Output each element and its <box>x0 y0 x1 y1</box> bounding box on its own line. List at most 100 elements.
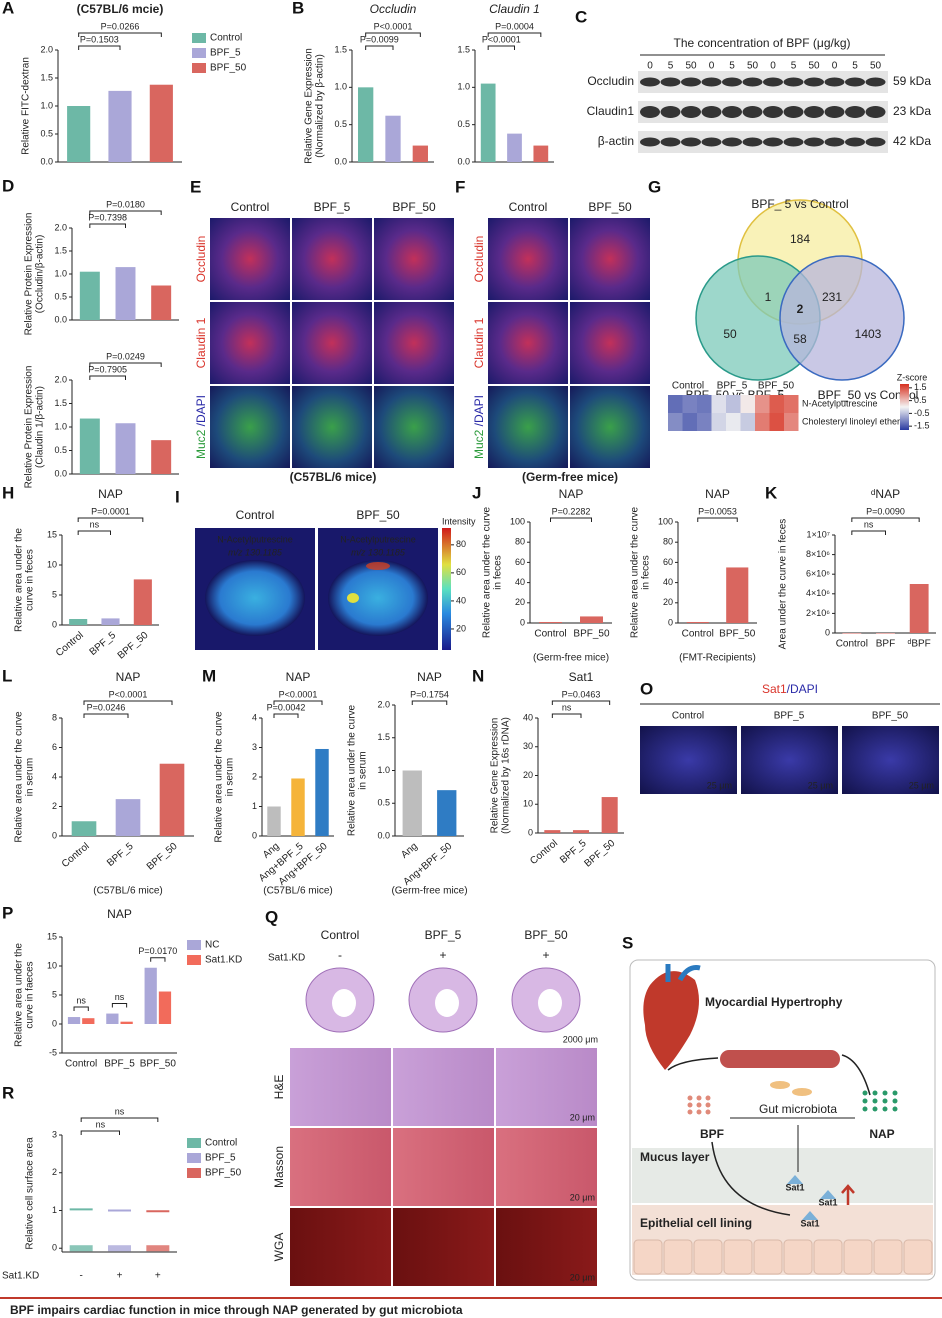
bpf-dot <box>687 1095 693 1101</box>
panel-title: Sat1/DAPI <box>762 682 818 696</box>
significance-bracket <box>83 713 129 718</box>
bar <box>108 90 132 162</box>
bacteria <box>770 1081 790 1089</box>
nap-dot <box>862 1090 868 1096</box>
y-tick-label: 2.0 <box>377 699 390 709</box>
chart-title: NAP <box>98 487 123 501</box>
baseline-strip <box>69 1245 93 1252</box>
lane-label: 0 <box>647 61 653 72</box>
blot-band <box>824 77 845 87</box>
nap-dot <box>872 1098 878 1104</box>
lane-label: 5 <box>852 61 858 72</box>
y-tick-label: 0.0 <box>40 156 53 166</box>
row-value: + <box>155 1271 161 1282</box>
msi-mz: m/z 130.1185 <box>351 547 406 557</box>
histology-image <box>393 1048 494 1126</box>
y-tick-label: 1×10⁷ <box>806 529 830 539</box>
msi-hotspot <box>347 593 359 603</box>
significance-label: P=0.0001 <box>91 506 130 516</box>
bar <box>133 579 152 625</box>
column-label: Control <box>672 711 704 722</box>
panel-letter: M <box>202 666 216 685</box>
column-label: BPF_5 <box>774 711 805 722</box>
venn-set <box>779 255 905 381</box>
epithelium-label: Epithelial cell lining <box>640 1216 752 1230</box>
epithelial-cell <box>693 1239 723 1275</box>
y-axis-label: (Normalized by β-actin) <box>315 54 326 158</box>
epithelial-cell <box>903 1239 933 1275</box>
bar <box>79 418 100 474</box>
y-axis-label: Relative area under the curve <box>482 506 493 638</box>
row-label: Occludin <box>472 236 486 283</box>
bar <box>101 618 120 625</box>
bar <box>539 621 562 623</box>
heatmap-row-label: N-Acetylputrescine <box>802 398 878 408</box>
heatmap-row-label: Cholesteryl linoleyl ether <box>802 416 900 426</box>
sat1-shape <box>787 1175 803 1184</box>
venn-count: 2 <box>797 302 804 316</box>
y-tick-label: 0.5 <box>54 445 67 455</box>
scale-label: 25 μm <box>909 780 934 790</box>
significance-label: P=0.1754 <box>410 689 449 699</box>
significance-label: ns <box>96 1119 106 1129</box>
kd-sign: - <box>338 948 342 962</box>
bar <box>437 790 457 836</box>
blot-band <box>681 106 701 118</box>
muscle-fiber <box>720 1050 840 1068</box>
chart-title: NAP <box>107 907 132 921</box>
y-tick-label: 4 <box>252 712 257 722</box>
significance-bracket <box>78 45 121 50</box>
arrow <box>841 1054 871 1096</box>
row-label: Muc2 /DAPI <box>472 395 486 459</box>
significance-label: P<0.0001 <box>109 689 148 699</box>
blot-band <box>742 77 763 87</box>
colorbar <box>442 528 451 650</box>
chart-title: Occludin <box>370 2 417 16</box>
bpf-dot <box>696 1109 702 1115</box>
bacteria <box>792 1088 812 1096</box>
group-note: (Germ-free mice) <box>522 470 618 484</box>
y-tick-label: 0.5 <box>334 119 347 129</box>
y-tick-label: 8×10⁶ <box>806 549 830 559</box>
blot-band <box>660 137 681 147</box>
y-tick-label: 2.0 <box>54 374 67 384</box>
heatmap-cell <box>769 395 784 413</box>
x-tick-label: Control <box>54 630 86 659</box>
bpf-label: BPF <box>700 1127 724 1141</box>
y-tick-label: 1.0 <box>54 421 67 431</box>
x-tick-label: Control <box>65 1059 97 1070</box>
legend-label: BPF_5 <box>210 48 241 59</box>
y-tick-label: 0 <box>520 617 525 627</box>
bar <box>842 633 862 634</box>
y-tick-label: 0 <box>52 830 57 840</box>
heatmap-cell <box>740 413 755 431</box>
significance-label: P=0.0090 <box>866 506 905 516</box>
epithelial-cell <box>813 1239 843 1275</box>
bar <box>79 271 100 320</box>
y-tick-label: 80 <box>663 537 673 547</box>
significance-label: ns <box>864 519 874 529</box>
y-tick-label: 80 <box>515 537 525 547</box>
y-tick-label: 2.0 <box>40 44 53 54</box>
y-tick-label: 0.0 <box>457 156 470 166</box>
group-note: (C57BL/6 mice) <box>290 470 377 484</box>
micrograph <box>570 302 650 384</box>
bar <box>544 830 561 833</box>
heatmap-cell <box>755 395 770 413</box>
significance-bracket <box>551 713 582 718</box>
y-tick-label: 60 <box>663 557 673 567</box>
y-tick-label: 5 <box>52 989 57 999</box>
y-tick-label: 1.0 <box>334 82 347 92</box>
significance-bracket <box>73 1006 89 1012</box>
y-axis-label: Relative area under the curve <box>214 711 225 843</box>
chart-title: (C57BL/6 mcie) <box>77 2 164 16</box>
y-tick-label: 0.5 <box>54 291 67 301</box>
micrograph <box>374 302 454 384</box>
colorbar-tick-label: 60 <box>456 567 466 577</box>
bar <box>601 797 618 833</box>
y-tick-label: 15 <box>47 931 57 941</box>
nap-dot <box>862 1098 868 1104</box>
mucus-layer <box>632 1148 933 1203</box>
y-tick-label: 1.0 <box>457 82 470 92</box>
